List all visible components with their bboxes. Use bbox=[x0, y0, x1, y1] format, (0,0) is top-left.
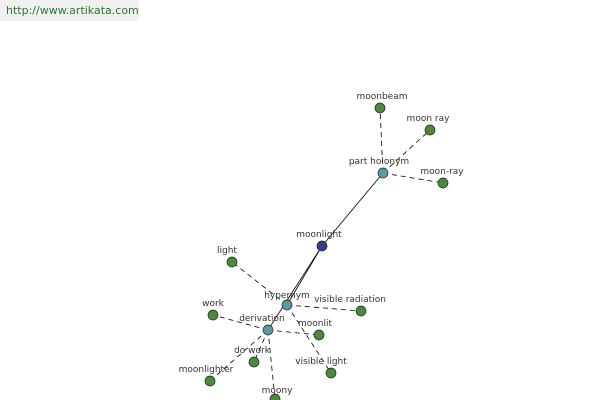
node-work[interactable]: work bbox=[202, 299, 225, 321]
node-moon-ray[interactable]: moon-ray bbox=[420, 167, 464, 189]
edge-moonlight-hypernym bbox=[286, 245, 323, 306]
node-dot-moony[interactable] bbox=[269, 393, 281, 400]
node-label-moonbeam: moonbeam bbox=[356, 92, 407, 102]
node-moonlighter[interactable]: moonlighter bbox=[179, 365, 234, 387]
node-moonlight[interactable]: moonlight bbox=[296, 230, 342, 252]
node-dot-derivation[interactable] bbox=[262, 324, 274, 336]
site-url-link[interactable]: http://www.artikata.com bbox=[6, 4, 139, 17]
node-label-part_holonym: part holonym bbox=[349, 157, 409, 167]
edge-part_holonym-moonbeam bbox=[379, 107, 384, 174]
node-dot-moon_ray[interactable] bbox=[424, 124, 436, 136]
node-label-moonlit: moonlit bbox=[298, 319, 332, 329]
node-dot-hypernym[interactable] bbox=[281, 299, 293, 311]
node-light[interactable]: light bbox=[217, 246, 238, 268]
node-visible_light[interactable]: visible light bbox=[295, 357, 347, 379]
node-dot-moonlighter[interactable] bbox=[204, 375, 216, 387]
node-dot-work[interactable] bbox=[207, 309, 219, 321]
node-label-light: light bbox=[217, 246, 237, 256]
node-dot-light[interactable] bbox=[226, 256, 238, 268]
node-label-moony: moony bbox=[262, 386, 293, 396]
node-visible_radiation[interactable]: visible radiation bbox=[314, 295, 386, 317]
node-moonlit[interactable]: moonlit bbox=[298, 319, 332, 341]
node-label-visible_light: visible light bbox=[295, 357, 347, 367]
edge-part_holonym-moon-ray bbox=[382, 172, 444, 184]
node-dot-moonbeam[interactable] bbox=[374, 102, 386, 114]
node-label-do_work: do work bbox=[234, 346, 271, 356]
edge-hypernym-light bbox=[231, 261, 288, 306]
node-dot-visible_radiation[interactable] bbox=[355, 305, 367, 317]
node-label-moonlighter: moonlighter bbox=[179, 365, 234, 375]
node-dot-do_work[interactable] bbox=[248, 356, 260, 368]
node-label-derivation: derivation bbox=[239, 314, 285, 324]
node-label-work: work bbox=[202, 299, 225, 309]
edge-derivation-do_work bbox=[253, 329, 269, 363]
edge-moonlight-derivation bbox=[267, 245, 323, 331]
node-label-moon-ray: moon-ray bbox=[420, 167, 464, 177]
node-moonbeam[interactable]: moonbeam bbox=[356, 92, 408, 114]
edge-hypernym-visible_radiation bbox=[286, 304, 362, 312]
node-dot-part_holonym[interactable] bbox=[377, 167, 389, 179]
node-moony[interactable]: moony bbox=[262, 386, 293, 400]
edge-derivation-moony bbox=[267, 329, 276, 400]
edge-part_holonym-moon_ray bbox=[382, 129, 431, 174]
node-dot-moonlight[interactable] bbox=[316, 240, 328, 252]
node-dot-moon-ray[interactable] bbox=[437, 177, 449, 189]
url-bar: http://www.artikata.com bbox=[0, 0, 139, 21]
node-part_holonym[interactable]: part holonym bbox=[349, 157, 409, 179]
node-dot-visible_light[interactable] bbox=[325, 367, 337, 379]
node-derivation[interactable]: derivation bbox=[239, 314, 285, 336]
edge-moonlight-part_holonym bbox=[321, 172, 384, 247]
edge-derivation-moonlit bbox=[267, 329, 320, 336]
node-label-moon_ray: moon ray bbox=[407, 114, 451, 124]
node-hypernym[interactable]: hypernym bbox=[264, 291, 310, 311]
node-label-moonlight: moonlight bbox=[296, 230, 342, 240]
node-label-visible_radiation: visible radiation bbox=[314, 295, 386, 305]
node-moon_ray[interactable]: moon ray bbox=[407, 114, 451, 136]
edge-hypernym-visible_light bbox=[286, 304, 332, 374]
edge-derivation-moonlighter bbox=[209, 329, 269, 382]
node-do_work[interactable]: do work bbox=[234, 346, 271, 368]
node-dot-moonlit[interactable] bbox=[313, 329, 325, 341]
edge-derivation-work bbox=[212, 314, 269, 331]
node-label-hypernym: hypernym bbox=[264, 291, 310, 301]
